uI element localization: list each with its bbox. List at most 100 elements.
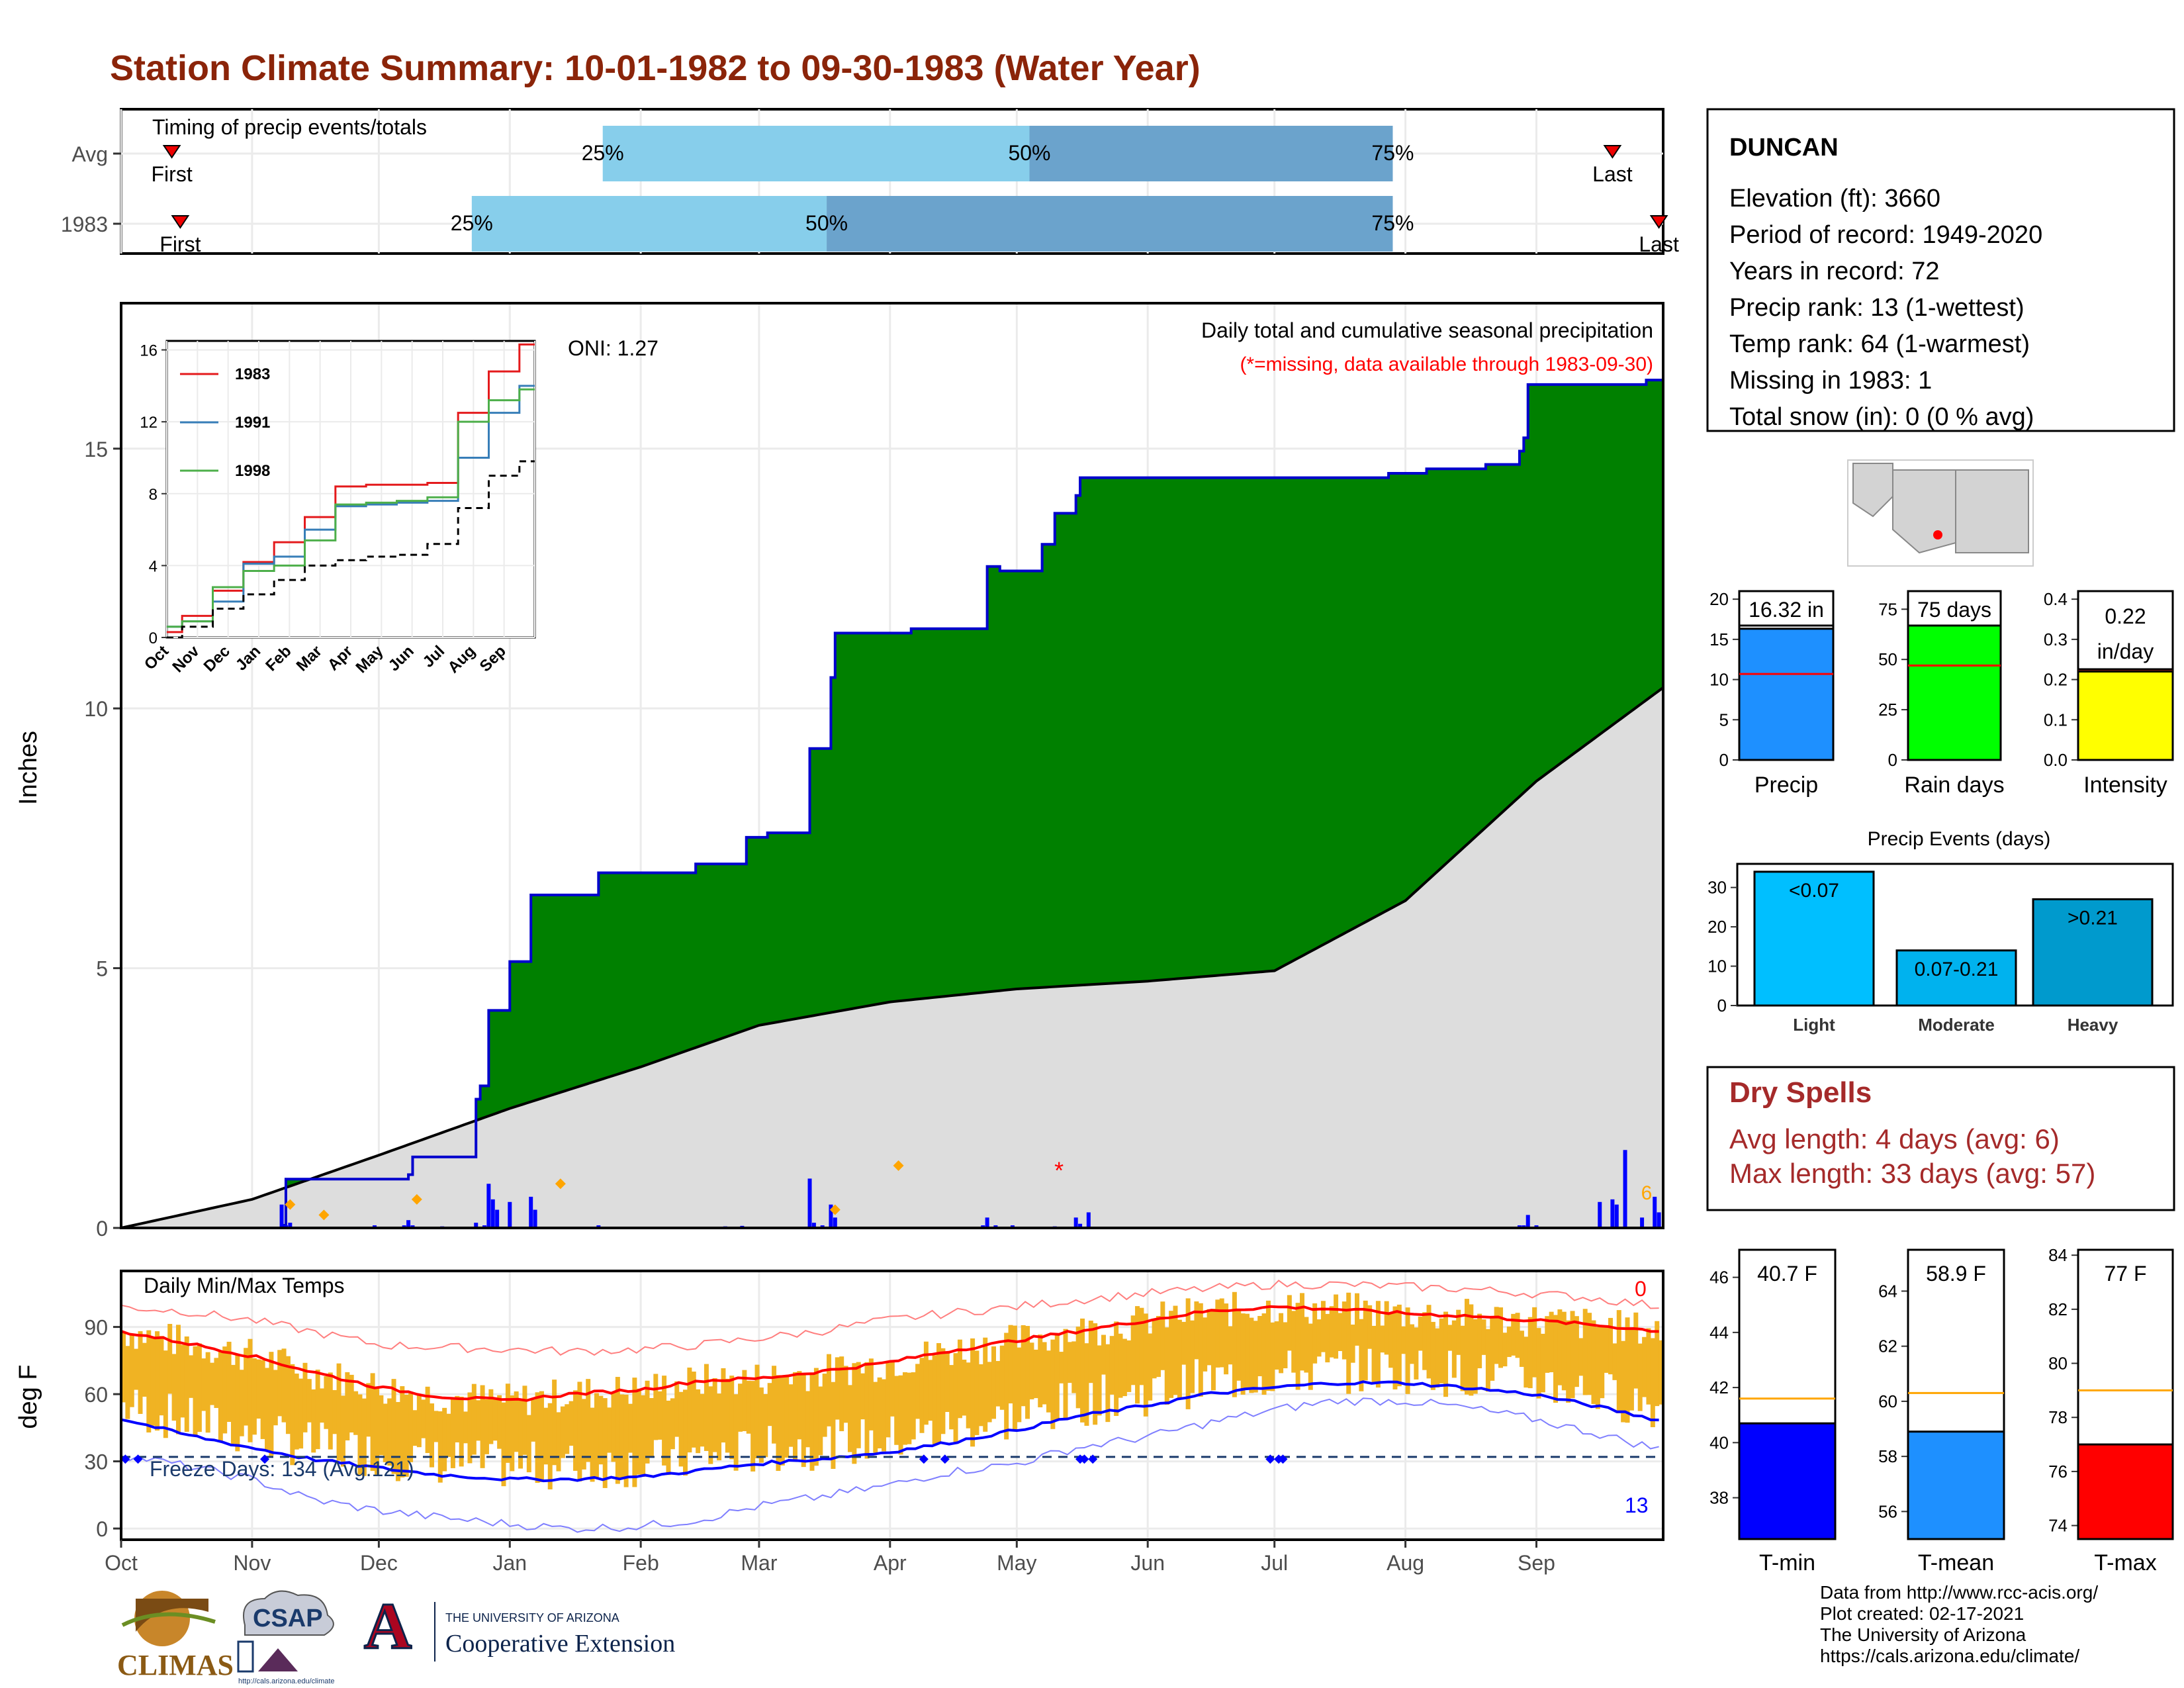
temp-bars-panel: 38 40 42 44 46 T-min 40.7 F 56 58 60 62 64 T-mean 58.… [1709, 1245, 2174, 1575]
station-line: Missing in 1983: 1 [1729, 367, 1932, 395]
record-min-line [120, 1397, 1659, 1533]
daily-temp-range-bar [1451, 1320, 1457, 1378]
timing-row-1983: 1983 25% 50% 75% First Last [61, 196, 1679, 256]
daily-temp-range-bar [184, 1336, 189, 1432]
daily-temp-range-bar [809, 1374, 815, 1471]
bar-tick-label: 78 [2048, 1407, 2068, 1427]
daily-precip-bar [1078, 1223, 1083, 1228]
daily-temp-range-bar [1021, 1325, 1026, 1407]
daily-temp-range-bar [641, 1395, 646, 1477]
daily-temp-range-bar [1164, 1327, 1169, 1405]
daily-temp-range-bar [1008, 1325, 1013, 1404]
daily-temp-range-bar [1646, 1328, 1651, 1405]
daily-temp-range-bar [510, 1395, 515, 1472]
daily-temp-range-bar [1536, 1328, 1541, 1399]
daily-temp-range-bar [180, 1344, 185, 1418]
daily-temp-range-bar [767, 1383, 772, 1427]
daily-temp-range-bar [230, 1364, 236, 1444]
bar-tick-label: 0.3 [2044, 630, 2068, 649]
daily-temp-range-bar [751, 1381, 756, 1472]
daily-temp-range-bar [565, 1404, 570, 1454]
events-bar-label: 0.07-0.21 [1915, 959, 1999, 980]
daily-temp-range-bar [978, 1364, 983, 1427]
university-logo: A THE UNIVERSITY OF ARIZONA Cooperative … [361, 1589, 675, 1664]
daily-temp-range-bar [657, 1391, 662, 1440]
snow-marker [893, 1160, 904, 1171]
freeze-marker [1278, 1454, 1288, 1464]
bar-tick-label: 0.2 [2044, 670, 2068, 690]
daily-temp-range-bar [962, 1359, 967, 1416]
daily-temp-range-bar [1190, 1320, 1195, 1393]
daily-temp-range-bar [437, 1411, 443, 1483]
daily-temp-range-bar [1042, 1342, 1047, 1405]
events-category-label: Light [1793, 1015, 1835, 1035]
bar-tick-label: 46 [1709, 1268, 1729, 1288]
daily-temp-range-bar [573, 1390, 578, 1471]
daily-temp-range-bar [1650, 1338, 1655, 1427]
oni-label: ONI: 1.27 [568, 336, 659, 360]
daily-temp-range-bar [1080, 1318, 1085, 1423]
daily-temp-range-bar [442, 1407, 447, 1472]
daily-temp-range-bar [302, 1362, 308, 1432]
daily-precip-bar [288, 1223, 293, 1228]
daily-temp-range-bar [260, 1360, 265, 1439]
map-state [1955, 469, 2029, 553]
first-label: First [159, 232, 201, 256]
daily-temp-range-bar [1232, 1291, 1237, 1397]
csap-url: http://cals.arizona.edu/climate [238, 1677, 335, 1685]
daily-temp-range-bar [1017, 1347, 1022, 1423]
daily-precip-bar [1086, 1212, 1091, 1228]
climas-logo-text: CLIMAS [117, 1649, 234, 1681]
daily-temp-range-bar [957, 1339, 962, 1419]
daily-temp-range-bar [1059, 1352, 1064, 1383]
avg-max-line [120, 1305, 1659, 1402]
daily-temp-range-bar [1033, 1349, 1038, 1399]
daily-temp-range-bar [552, 1380, 557, 1466]
y-tick-label: 0 [96, 1517, 108, 1541]
daily-precip-bar [529, 1196, 533, 1228]
daily-temp-range-bar [1274, 1321, 1279, 1370]
daily-temp-range-bar [708, 1386, 713, 1464]
daily-temp-range-bar [311, 1389, 316, 1453]
daily-temp-range-bar [1642, 1336, 1647, 1397]
daily-temp-range-bar [1097, 1345, 1102, 1416]
inset-y-tick-label: 8 [149, 486, 158, 504]
daily-temp-range-bar [1325, 1313, 1330, 1363]
daily-temp-range-bar [336, 1363, 341, 1461]
min-count-label: 13 [1625, 1493, 1649, 1517]
snow-marker [411, 1194, 422, 1205]
timing-pct-label: 50% [1008, 141, 1050, 165]
daily-temp-range-bar [244, 1348, 249, 1426]
daily-temp-range-bar [902, 1372, 907, 1445]
daily-temp-range-bar [1363, 1300, 1368, 1381]
count-label: 6 [1641, 1182, 1653, 1204]
inset-legend-label: 1998 [235, 462, 270, 480]
timing-row-Avg: Avg 25% 50% 75% First Last [71, 126, 1663, 186]
bar-tick-label: 50 [1878, 649, 1897, 669]
freeze-marker [940, 1454, 950, 1464]
daily-temp-range-bar [526, 1415, 531, 1473]
events-bar [1753, 870, 1875, 1007]
footer-line: Plot created: 02-17-2021 [1820, 1603, 2025, 1624]
daily-temp-range-bar [400, 1386, 405, 1477]
station-line: Precip rank: 13 (1-wettest) [1729, 294, 2025, 322]
y-tick-label: 0 [96, 1217, 108, 1241]
daily-temp-range-bar [1215, 1299, 1220, 1368]
events-bar [2032, 898, 2154, 1007]
temp-title: Daily Min/Max Temps [144, 1274, 344, 1297]
daily-temp-range-bar [142, 1342, 147, 1397]
daily-temp-range-bar [1063, 1329, 1068, 1419]
events-category-label: Heavy [2068, 1015, 2118, 1035]
value-label: 16.32 in [1749, 598, 1824, 622]
month-label: Jan [492, 1551, 527, 1575]
daily-temp-range-bar [1029, 1342, 1034, 1399]
bar-tick-label: 0 [1719, 750, 1729, 770]
bar-tick-label: 25 [1878, 700, 1897, 720]
daily-temp-range-bar [539, 1391, 544, 1483]
daily-temp-range-bar [991, 1346, 996, 1419]
freeze-marker [260, 1454, 270, 1464]
daily-temp-range-bar [488, 1389, 494, 1444]
daily-temp-range-bar [375, 1386, 379, 1476]
station-line: Years in record: 72 [1729, 258, 1940, 285]
daily-temp-range-bar [1633, 1312, 1639, 1389]
